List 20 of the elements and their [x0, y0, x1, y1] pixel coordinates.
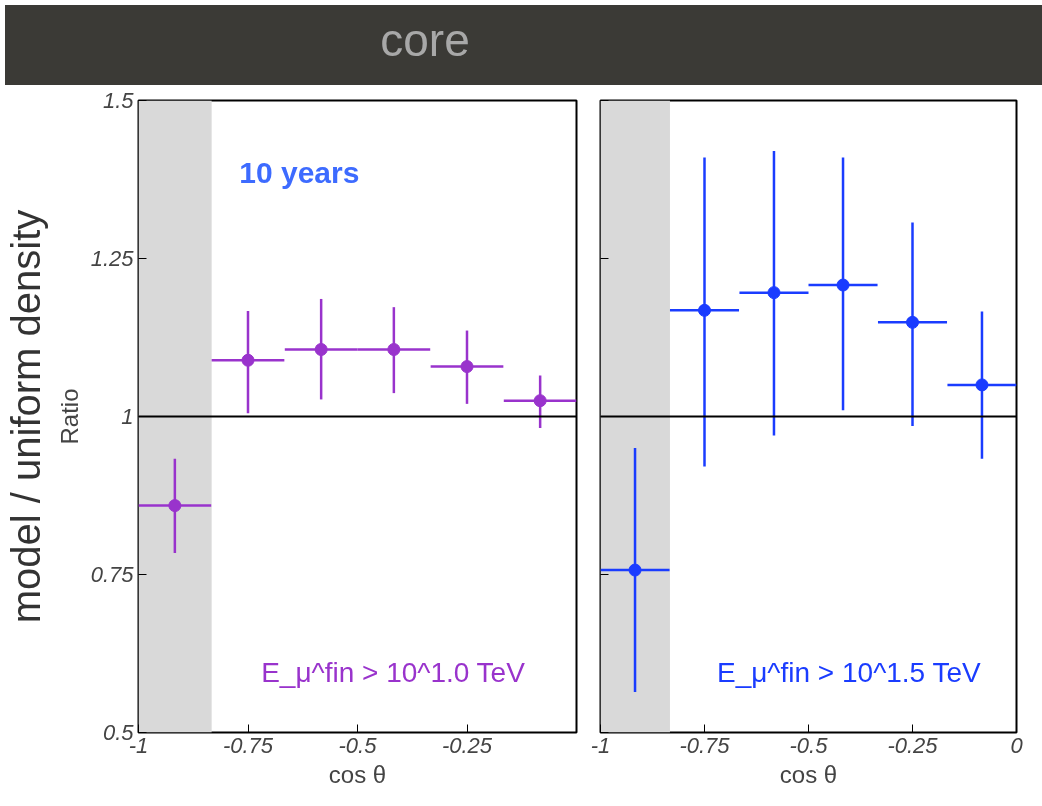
y-tick-label: 1	[121, 404, 134, 429]
x-axis-title: cos θ	[328, 760, 387, 788]
y-tick-label: 1.25	[90, 246, 135, 271]
x-tick-label: -1	[590, 732, 611, 758]
x-tick-label: -0.75	[679, 732, 731, 758]
chart-title: core	[379, 13, 471, 68]
x-tick-label: 0	[1010, 732, 1024, 758]
annotation: E_μ^fin > 10^1.5 TeV	[716, 657, 982, 689]
x-axis-title: cos θ	[779, 760, 838, 788]
x-tick-label: -0.5	[338, 732, 378, 758]
x-tick-label: -0.5	[789, 732, 829, 758]
x-tick-label: -0.25	[441, 732, 493, 758]
text: model / uniform density	[3, 209, 48, 624]
x-tick-label: -0.75	[222, 732, 274, 758]
annotation: E_μ^fin > 10^1.0 TeV	[261, 657, 526, 689]
annotation: 10 years	[239, 155, 360, 189]
y-tick-label: 1.5	[102, 88, 135, 113]
y-tick-label: 0.75	[90, 562, 135, 587]
x-tick-label: -0.25	[887, 732, 939, 758]
y-axis-title: Ratio	[55, 388, 83, 445]
